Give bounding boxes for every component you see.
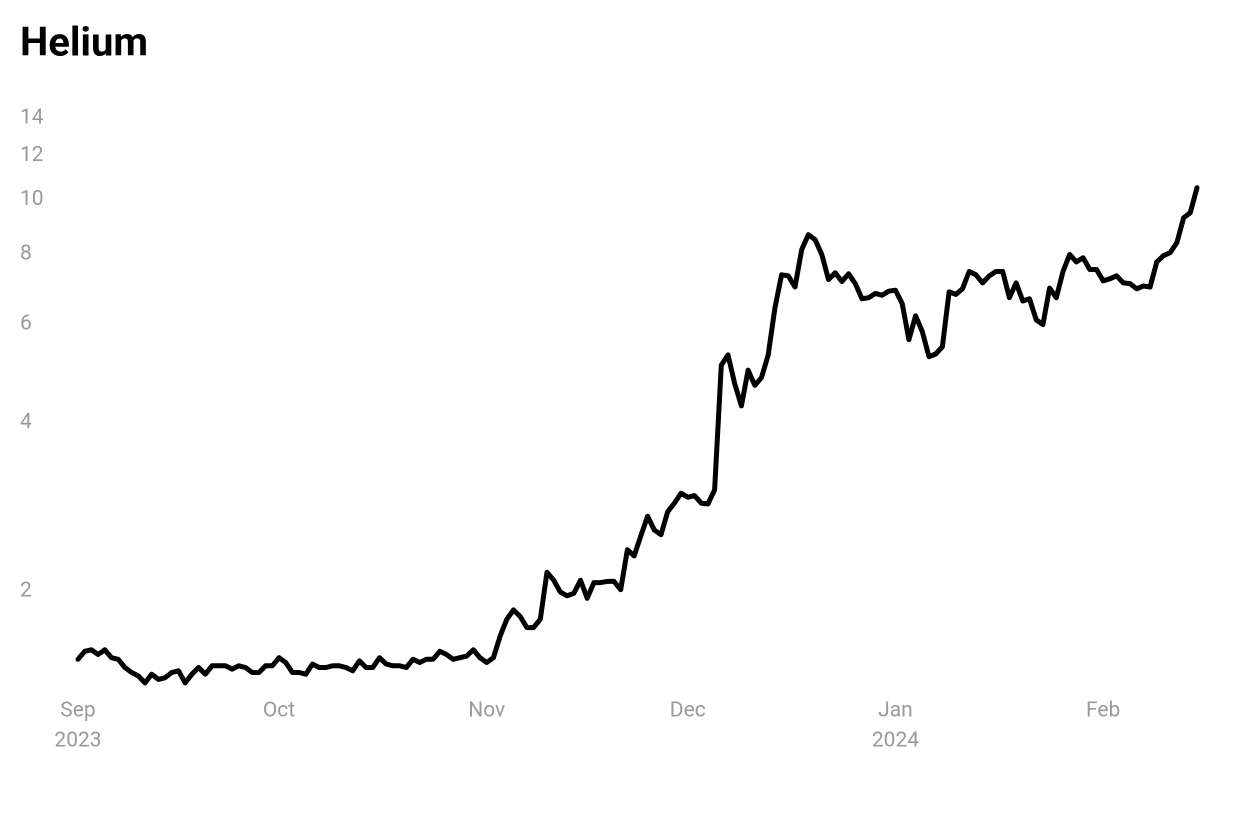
x-tick-label: Oct <box>263 699 295 723</box>
y-tick-label: 12 <box>20 143 44 167</box>
x-tick: Oct <box>263 699 295 723</box>
chart-title: Helium <box>20 19 148 66</box>
x-tick: Feb <box>1086 699 1120 723</box>
x-tick-label: 2024 <box>872 729 919 753</box>
x-tick: Jan 2024 <box>872 699 919 753</box>
y-tick-label: 6 <box>20 311 32 335</box>
y-tick-label: 8 <box>20 241 32 265</box>
x-tick-label: Jan <box>878 699 913 723</box>
x-tick: Dec <box>670 699 706 723</box>
y-tick-label: 4 <box>20 410 32 434</box>
y-tick-label: 2 <box>20 578 32 602</box>
x-tick-label: Feb <box>1086 699 1120 723</box>
x-tick-label: Sep <box>60 699 95 723</box>
y-tick-label: 14 <box>20 105 44 129</box>
x-tick-label: Nov <box>468 699 505 723</box>
x-tick: Sep 2023 <box>54 699 101 753</box>
y-tick-label: 10 <box>20 187 44 211</box>
x-tick-label: 2023 <box>54 729 101 753</box>
price-line <box>75 185 1200 686</box>
x-tick-label: Dec <box>670 699 706 723</box>
x-tick: Nov <box>468 699 505 723</box>
